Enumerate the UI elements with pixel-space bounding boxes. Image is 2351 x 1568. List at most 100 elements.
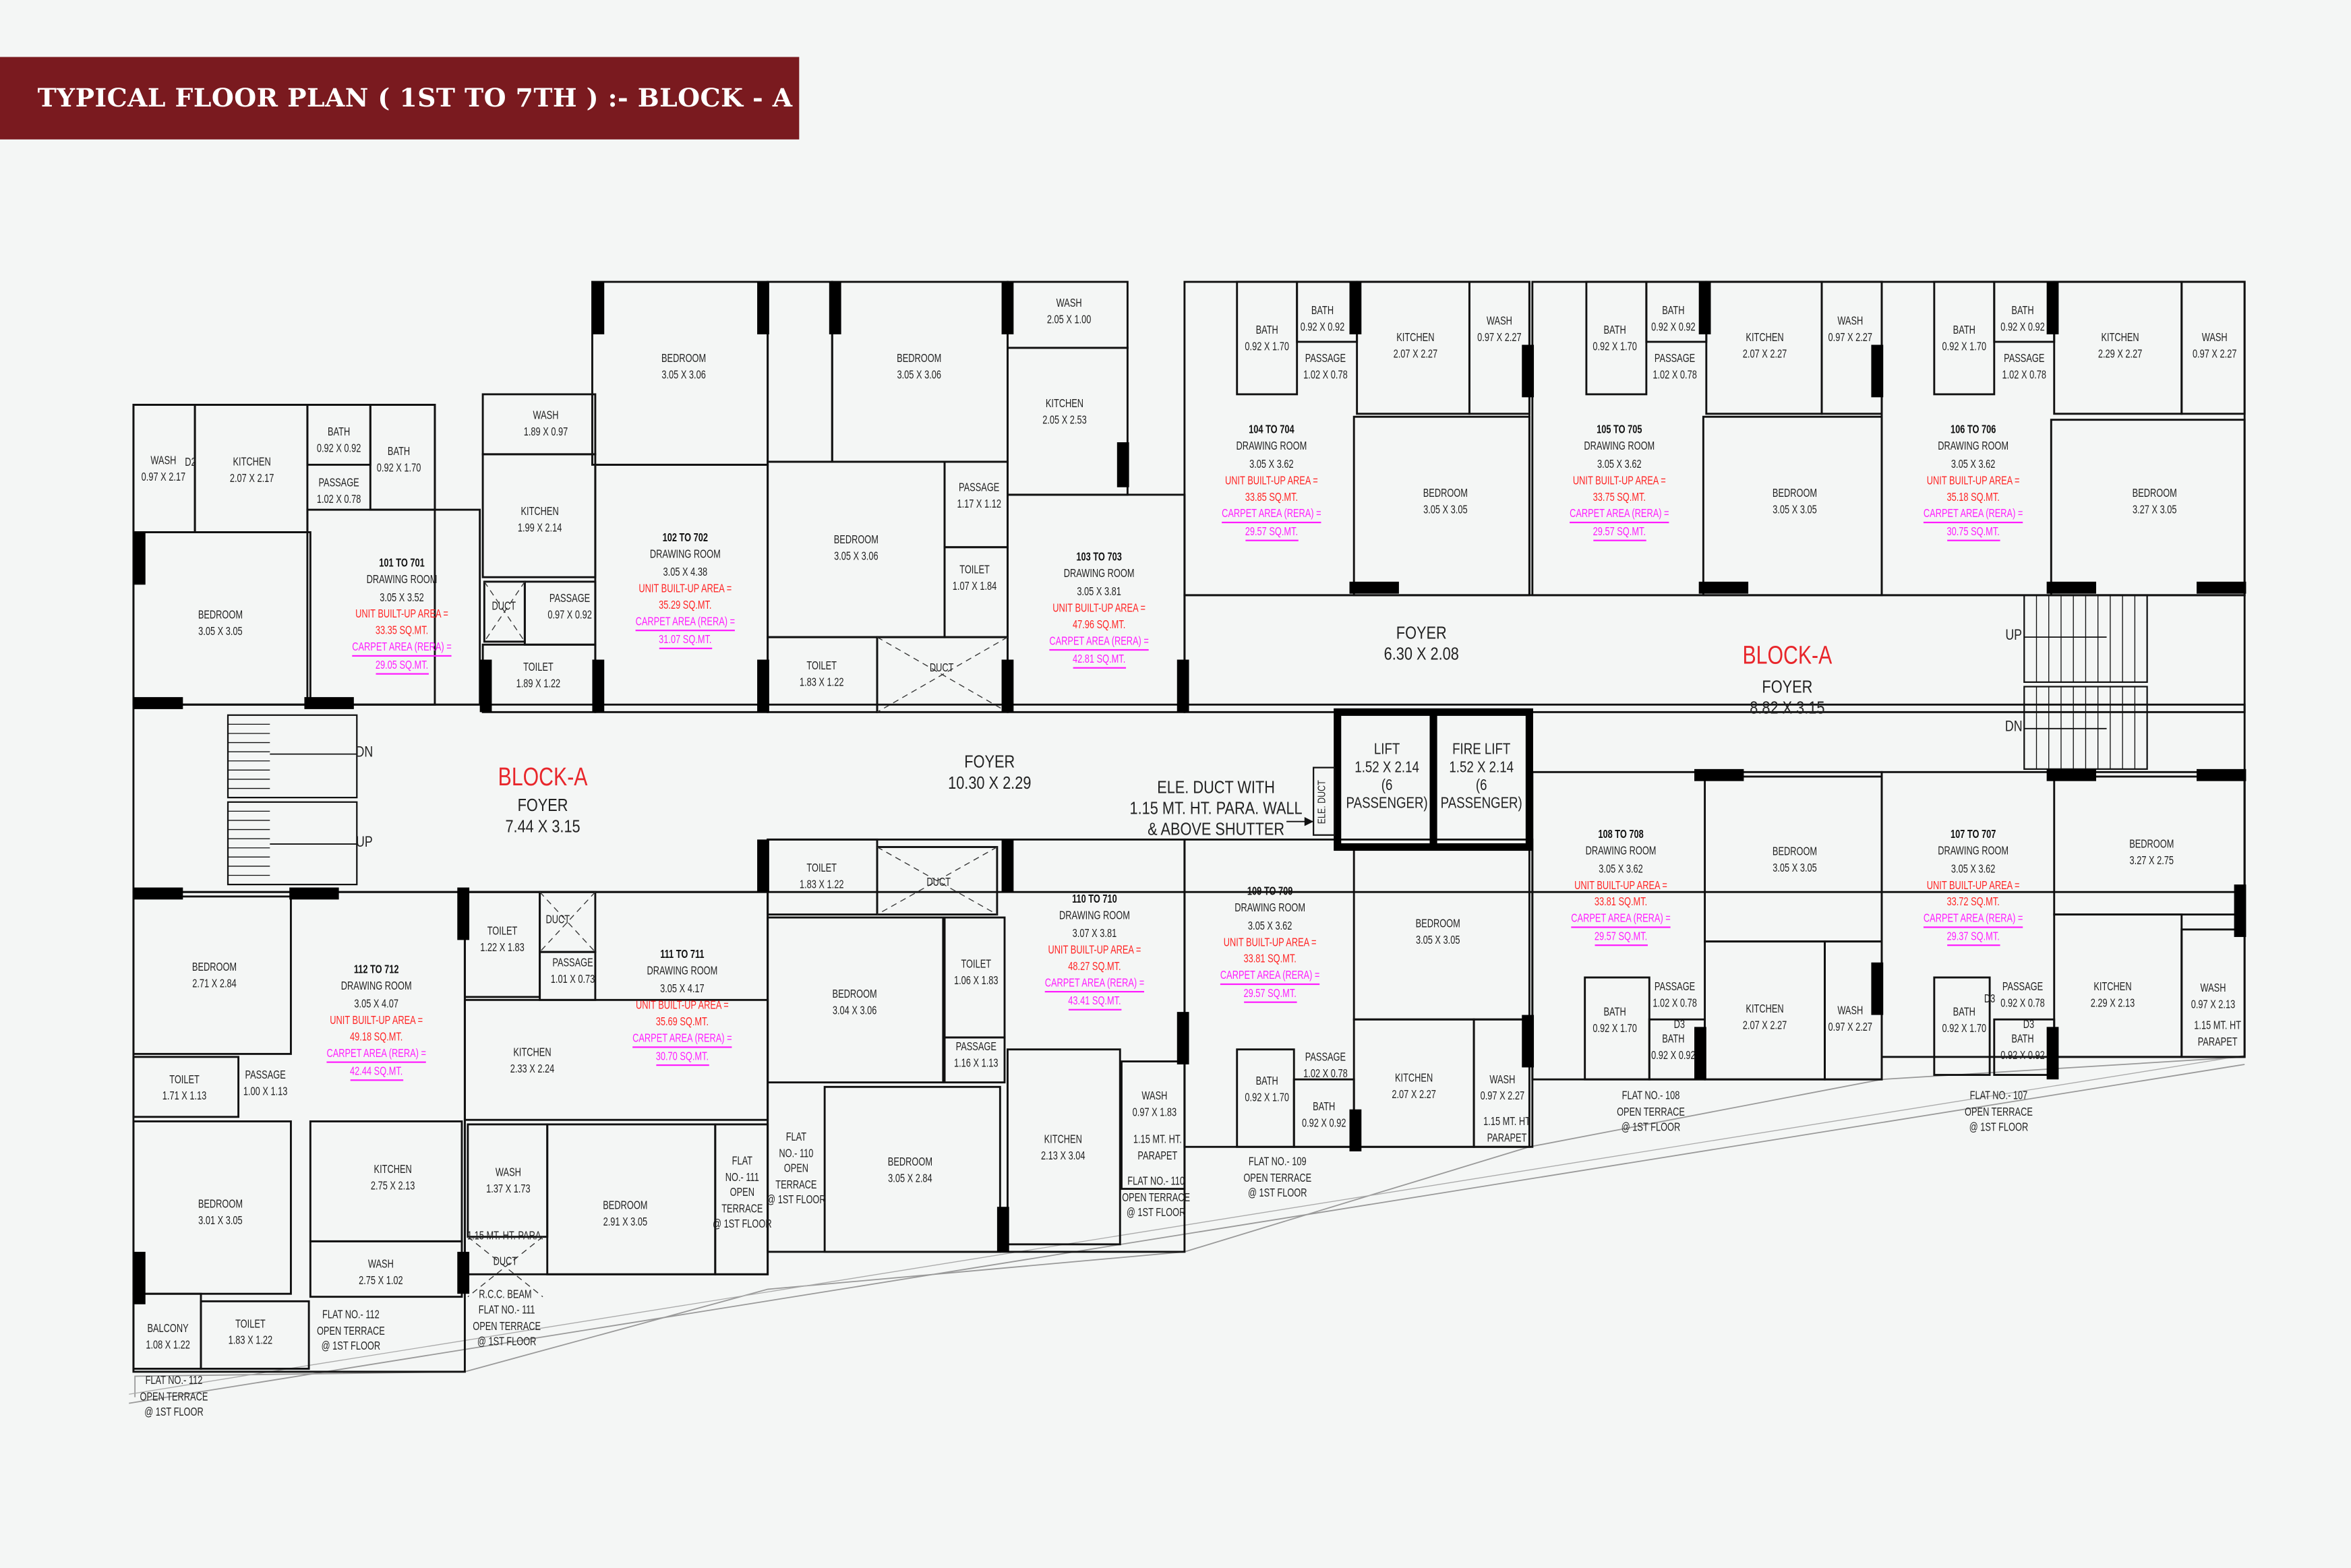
- room-kitchen: KITCHEN 2.33 X 2.24: [510, 1046, 555, 1077]
- room-bedroom: BEDROOM 3.27 X 2.75: [2129, 837, 2174, 869]
- column: [1522, 1015, 1535, 1068]
- label-line-1: OPEN TERRACE: [1617, 1104, 1685, 1118]
- label-line-1: 1.02 X 0.78: [1303, 367, 1348, 381]
- label-line-2: @ 1ST FLOOR: [1621, 1120, 1681, 1134]
- terrace-note: 1.15 MT. HT PARAPET: [2194, 1019, 2241, 1050]
- column: [829, 282, 841, 334]
- carpet-area-value: 42.44 SQ.MT.: [326, 1064, 425, 1082]
- wall: [1468, 280, 1530, 415]
- stair-direction-label: DN: [356, 746, 374, 762]
- label-line: 1.15 MT. HT.: [1133, 1133, 1182, 1147]
- carpet-area-value-text: 30.70 SQ.MT.: [655, 1050, 709, 1067]
- label-line-1: 1.89 X 1.22: [516, 675, 561, 690]
- room-bedroom: BEDROOM 3.01 X 3.05: [198, 1197, 243, 1229]
- wall: [1472, 1018, 1530, 1148]
- label-line: BATH: [1255, 323, 1278, 337]
- drawing-room-label: DRAWING ROOM: [1059, 909, 1130, 923]
- column: [457, 1251, 470, 1294]
- unit-number: 101 TO 701: [379, 556, 425, 570]
- page-title: TYPICAL FLOOR PLAN ( 1ST TO 7TH ) :- BLO…: [37, 83, 793, 113]
- label-line: BLOCK-A: [1742, 641, 1833, 670]
- label-line: TOILET: [806, 861, 837, 875]
- label-line: FLAT NO.- 107: [1969, 1089, 2028, 1103]
- label-line: BATH: [1662, 1032, 1685, 1046]
- column: [1349, 1109, 1362, 1151]
- label-line-1: 3.05 X 2.84: [888, 1170, 932, 1184]
- label-line: BEDROOM: [198, 1197, 243, 1211]
- label-line-1: 0.92 X 1.70: [376, 460, 421, 474]
- room-bath: BATH 0.92 X 0.92: [1301, 303, 1345, 335]
- label-line-1: OPEN TERRACE: [1243, 1170, 1312, 1184]
- label-line: KITCHEN: [233, 454, 271, 469]
- room-bedroom: BEDROOM 3.05 X 3.05: [1773, 845, 1817, 876]
- unit-number: 102 TO 702: [662, 531, 709, 545]
- label-line: BEDROOM: [1423, 486, 1468, 500]
- label-line: UP: [2005, 628, 2023, 644]
- label-line-1: 0.97 X 2.27: [2192, 346, 2237, 360]
- room-wash: WASH 0.97 X 2.27: [1477, 314, 1522, 346]
- terrace-edge-line: [129, 1054, 2245, 1395]
- label-line: BATH: [1953, 323, 1975, 337]
- carpet-area-label-text: CARPET AREA (RERA) =: [1049, 635, 1149, 652]
- room-toilet: TOILET 1.83 X 1.22: [229, 1317, 273, 1349]
- label-line-1: 1.01 X 0.73: [550, 971, 595, 986]
- drawing-room-label: DRAWING ROOM: [340, 979, 412, 993]
- room-passage: PASSAGE 1.00 X 1.13: [243, 1068, 288, 1100]
- carpet-area-value-text: 29.37 SQ.MT.: [1946, 930, 2000, 947]
- wall: [823, 1085, 1001, 1253]
- room-passage: PASSAGE 1.16 X 1.13: [954, 1039, 999, 1071]
- title-bar: TYPICAL FLOOR PLAN ( 1ST TO 7TH ) :- BLO…: [0, 57, 800, 140]
- label-line-1: 1.52 X 2.14: [1449, 758, 1514, 777]
- unit-info: 109 TO 709 DRAWING ROOM 3.05 X 3.62 UNIT BU…: [1220, 883, 1320, 1004]
- room-bedroom: BEDROOM 3.05 X 3.05: [1423, 487, 1468, 518]
- label-line-2: (6: [1381, 776, 1393, 795]
- label-line: KITCHEN: [1746, 330, 1784, 344]
- foyer-label: FOYER 8.82 X 3.15: [1750, 677, 1824, 719]
- room-toilet: TOILET 1.06 X 1.83: [954, 957, 999, 989]
- label-line-1: 2.05 X 1.00: [1046, 311, 1092, 326]
- built-up-area-value: 33.72 SQ.MT.: [1946, 895, 2000, 909]
- label-line: FIRE LIFT: [1452, 740, 1511, 759]
- built-up-area-label: UNIT BUILT-UP AREA =: [1926, 878, 2020, 892]
- label-line-3: TERRACE: [721, 1201, 763, 1215]
- room-toilet: TOILET 1.83 X 1.22: [800, 659, 844, 690]
- label-line-1: 1.83 X 1.22: [228, 1333, 273, 1347]
- built-up-area-value: 35.29 SQ.MT.: [659, 598, 712, 612]
- unit-info: 111 TO 711 DRAWING ROOM 3.05 X 4.17 UNIT BU…: [632, 946, 732, 1067]
- label-line-1: 10.30 X 2.29: [948, 775, 1032, 793]
- duct-cross: [876, 846, 998, 915]
- room-bedroom: BEDROOM 2.71 X 2.84: [192, 960, 237, 992]
- column: [2046, 282, 2059, 334]
- drawing-room-label: DRAWING ROOM: [1938, 440, 2009, 454]
- column: [2046, 1027, 2059, 1080]
- staircase: [227, 801, 358, 886]
- carpet-area-label-text: CARPET AREA (RERA) =: [1222, 508, 1321, 524]
- carpet-area-value-text: 29.57 SQ.MT.: [1594, 930, 1648, 947]
- label-line-1: 0.92 X 1.70: [1593, 338, 1637, 353]
- column: [133, 887, 183, 900]
- label-line: PASSAGE: [959, 480, 1000, 494]
- label-line-1: 0.97 X 2.13: [2191, 996, 2236, 1011]
- label-line: PASSAGE: [549, 591, 591, 605]
- label-line: BEDROOM: [1772, 486, 1818, 500]
- terrace-note: FLAT NO.- 111 OPEN TERRACE @ 1ST FLOOR: [713, 1154, 772, 1233]
- wall: [943, 1036, 1006, 1084]
- drawing-room-label: DRAWING ROOM: [647, 964, 718, 978]
- drawing-room-label: DRAWING ROOM: [366, 573, 438, 587]
- built-up-area-label: UNIT BUILT-UP AREA =: [330, 1013, 423, 1027]
- label-line: KITCHEN: [1746, 1002, 1784, 1016]
- carpet-area-value: 29.57 SQ.MT.: [1220, 986, 1319, 1004]
- drawing-room-dims: 3.05 X 4.07: [354, 996, 398, 1011]
- label-line-1: 3.05 X 3.05: [1415, 932, 1460, 946]
- label-line: DUCT: [929, 661, 954, 675]
- unit-info: 101 TO 701 DRAWING ROOM 3.05 X 3.52 UNIT BU…: [352, 555, 452, 675]
- label-line-3: TERRACE: [775, 1177, 817, 1191]
- label-line: PASSAGE: [1305, 351, 1346, 365]
- terrace-note: 1.15 MT. HT. PARA.: [467, 1229, 543, 1244]
- label-line-1: 0.92 X 1.70: [1942, 338, 1987, 353]
- unit-number: 106 TO 706: [1950, 423, 1996, 437]
- label-line: WASH: [1489, 1073, 1516, 1087]
- carpet-area-label: CARPET AREA (RERA) =: [1923, 506, 2023, 524]
- carpet-area-label-text: CARPET AREA (RERA) =: [1570, 508, 1669, 524]
- room-duct: DUCT: [546, 913, 570, 928]
